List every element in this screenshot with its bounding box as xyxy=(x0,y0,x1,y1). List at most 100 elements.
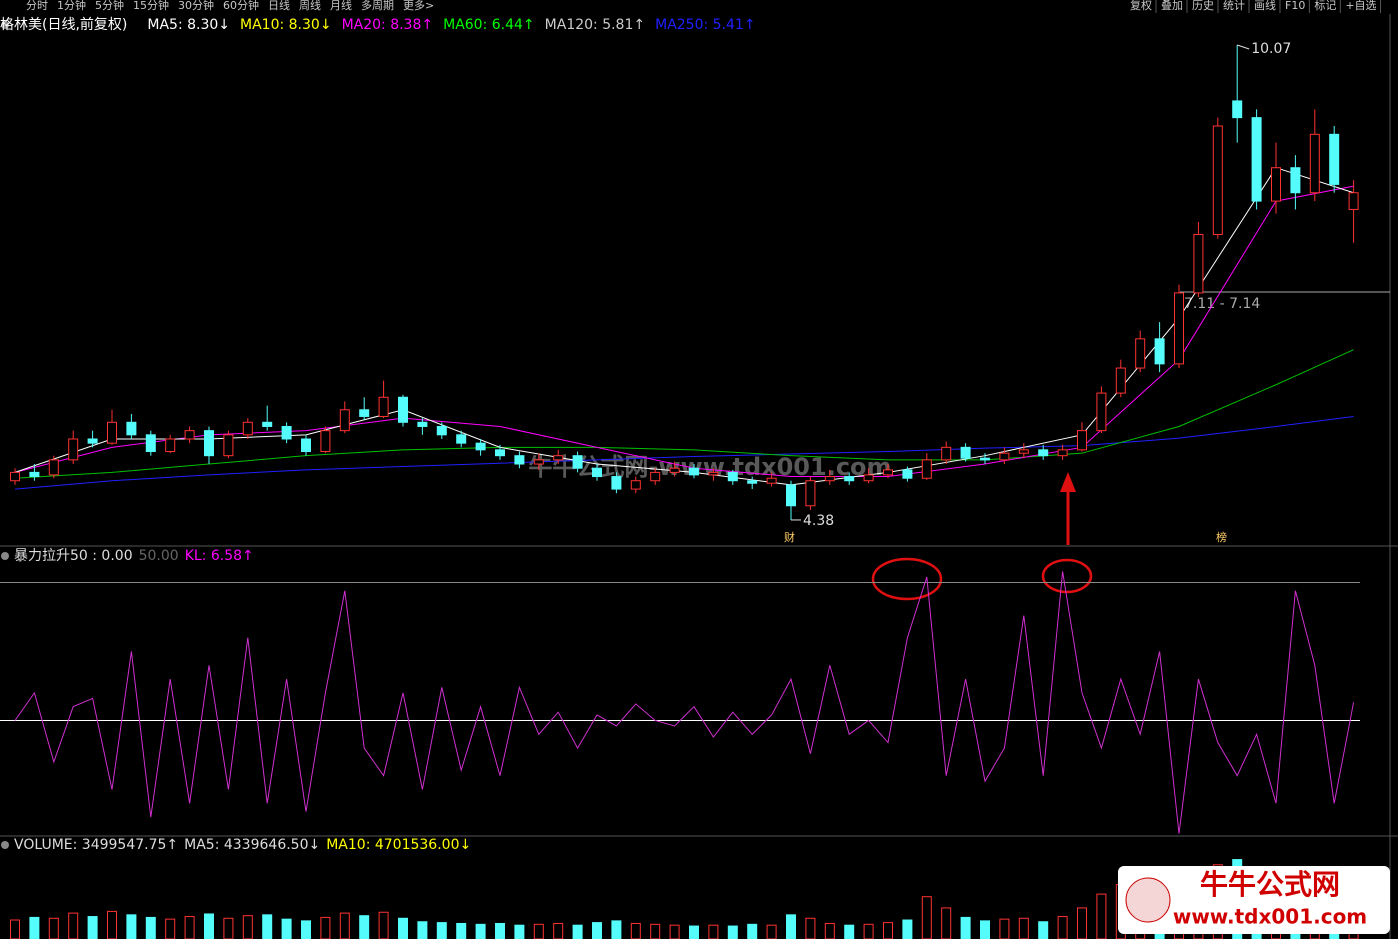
ma-line xyxy=(14,349,1354,479)
toolbar-button[interactable]: +自选 xyxy=(1345,0,1376,12)
candle-body xyxy=(941,446,952,461)
volume-bar xyxy=(339,912,350,939)
candle-body xyxy=(863,474,874,482)
volume-bar xyxy=(844,924,855,939)
candle-body xyxy=(844,476,855,482)
period-tab[interactable]: 15分钟 xyxy=(133,0,169,12)
candle-body xyxy=(999,452,1010,461)
volume-bar xyxy=(281,918,292,939)
period-tab[interactable]: 多周期 xyxy=(361,0,394,12)
period-tab[interactable]: 1分钟 xyxy=(57,0,86,12)
candle-body xyxy=(1018,449,1029,454)
period-tab[interactable]: 日线 xyxy=(268,0,290,12)
period-tab[interactable]: 更多> xyxy=(403,0,434,12)
volume-bar xyxy=(727,925,738,939)
collapse-icon xyxy=(1,841,9,849)
candle-body xyxy=(1096,392,1107,432)
candle-body xyxy=(126,421,137,436)
candle-body xyxy=(29,471,40,478)
candle-body xyxy=(824,476,835,482)
candle-body xyxy=(223,434,234,457)
low-label: 4.38 xyxy=(803,513,834,529)
toolbar-button[interactable]: 画线 xyxy=(1254,0,1276,12)
period-tab[interactable]: 60分钟 xyxy=(223,0,259,12)
candle-body xyxy=(533,459,544,465)
candle-body xyxy=(708,471,719,476)
toolbar-button[interactable]: 历史 xyxy=(1192,0,1214,12)
candle-body xyxy=(1329,133,1340,185)
arrow-head xyxy=(1060,472,1076,492)
legend-entry: VOLUME: 3499547.75↑ xyxy=(14,837,178,853)
candle-body xyxy=(592,467,602,478)
candle-body xyxy=(980,457,990,461)
volume-bar xyxy=(436,922,447,939)
legend-entry: MA10: 8.30↓ xyxy=(240,17,332,33)
candle-body xyxy=(320,430,331,453)
volume-bar xyxy=(708,924,719,939)
volume-bar xyxy=(29,916,40,939)
candle-body xyxy=(572,455,583,469)
volume-bar xyxy=(786,914,796,939)
volume-bar xyxy=(87,916,98,939)
candle-body xyxy=(378,396,389,417)
toolbar-button[interactable]: F10 xyxy=(1285,0,1305,12)
candle-body xyxy=(68,438,79,461)
volume-bar xyxy=(145,916,156,939)
period-tab[interactable]: 30分钟 xyxy=(178,0,214,12)
volume-bar xyxy=(883,922,893,939)
volume-bar xyxy=(1018,917,1029,939)
candle-body xyxy=(630,480,641,490)
candle-body xyxy=(689,467,699,476)
collapse-icon xyxy=(1,552,9,560)
candle-body xyxy=(145,434,156,453)
toolbar-button[interactable]: 叠加 xyxy=(1161,0,1183,12)
candle-body xyxy=(456,434,467,444)
volume-bar xyxy=(1057,916,1068,939)
candle-body xyxy=(1038,449,1049,457)
volume-bar xyxy=(902,919,913,939)
volume-bar xyxy=(223,917,234,939)
candle-body xyxy=(10,471,20,482)
candle-body xyxy=(281,425,292,440)
volume-bar xyxy=(475,923,486,939)
legend-entry: MA250: 5.41↑ xyxy=(655,17,755,33)
chart-title: 格林美(日线,前复权) xyxy=(0,16,127,33)
logo-icon xyxy=(1125,877,1171,923)
toolbar-button[interactable]: 标记 xyxy=(1314,0,1336,12)
candle-body xyxy=(184,430,195,440)
candle-body xyxy=(1174,292,1184,365)
volume-bar xyxy=(689,925,699,939)
candle-body xyxy=(1309,133,1320,194)
candle-body xyxy=(727,471,738,482)
toolbar-button[interactable]: 统计 xyxy=(1223,0,1245,12)
indicator-line xyxy=(14,571,1355,834)
volume-bar xyxy=(514,924,525,939)
candle-body xyxy=(611,476,622,490)
volume-bar xyxy=(359,915,370,939)
candle-body xyxy=(495,449,505,457)
candle-body xyxy=(87,438,98,444)
period-tab[interactable]: 月线 xyxy=(330,0,352,12)
volume-bar xyxy=(1038,921,1049,939)
candle-body xyxy=(553,455,564,461)
range-label: 7.11 - 7.14 xyxy=(1184,296,1260,312)
candle-body xyxy=(514,455,525,465)
legend-entry: MA20: 8.38↑ xyxy=(342,17,434,33)
period-tab[interactable]: 周线 xyxy=(299,0,321,12)
candle-body xyxy=(766,477,777,484)
legend-entry: MA120: 5.81↑ xyxy=(545,17,645,33)
period-tab[interactable]: 分时 xyxy=(26,0,48,12)
legend-entry: MA60: 6.44↑ xyxy=(443,17,535,33)
toolbar-button[interactable]: 复权 xyxy=(1130,0,1152,12)
candle-body xyxy=(921,459,932,479)
candle-body xyxy=(786,484,796,507)
volume-bar xyxy=(921,896,932,939)
period-tab[interactable]: 5分钟 xyxy=(95,0,124,12)
volume-bar xyxy=(398,917,408,939)
candle-body xyxy=(747,480,758,484)
volume-bar xyxy=(184,916,195,939)
candle-body xyxy=(1290,167,1301,194)
volume-bar xyxy=(242,915,253,939)
volume-bar xyxy=(805,917,816,939)
